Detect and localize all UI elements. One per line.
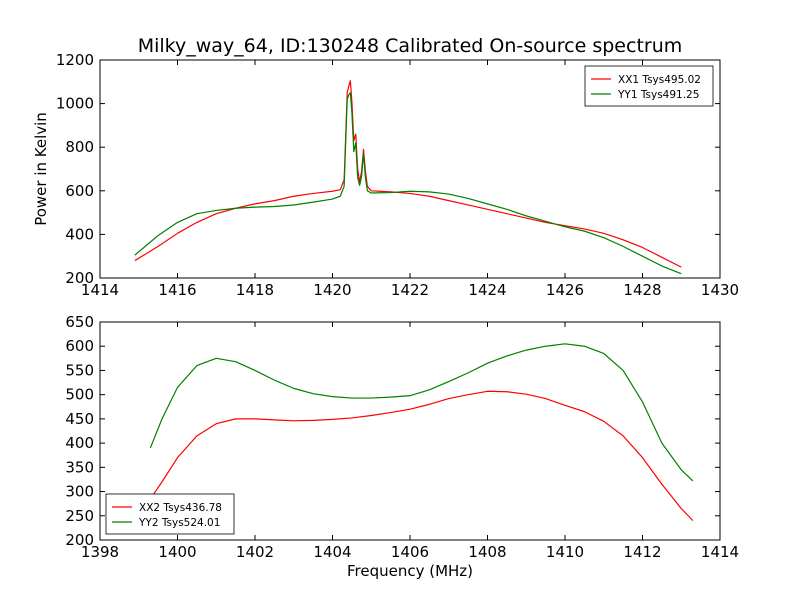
chart-bottom: 1398 1400 1402 1404 1406 1408 1410 1412 1414 200 2… [65, 313, 739, 580]
x-tick-label: 1398 [81, 543, 119, 561]
x-tick-label: 1414 [81, 281, 119, 299]
legend-label-1: XX2 Tsys436.78 [139, 502, 222, 514]
series-line-1 [149, 390, 694, 522]
series-line-2 [149, 343, 694, 482]
x-tick-label: 1400 [158, 543, 196, 561]
y-tick-label: 200 [65, 269, 94, 287]
x-tick-label: 1404 [313, 543, 351, 561]
y-tick-label: 400 [65, 225, 94, 243]
x-tick-label: 1426 [546, 281, 584, 299]
legend-box [584, 65, 714, 107]
legend-box [105, 493, 235, 535]
chart-top: 1414 1416 1418 1420 1422 1424 1426 1428 1430 200 4… [32, 35, 739, 299]
x-tick-label: 1430 [701, 281, 739, 299]
y-tick-label: 500 [65, 386, 94, 404]
x-axis-label: Frequency (MHz) [347, 562, 473, 580]
y-tick-label: 400 [65, 434, 94, 452]
x-tick-label: 1408 [468, 543, 506, 561]
y-tick-label: 300 [65, 483, 94, 501]
chart-title: Milky_way_64, ID:130248 Calibrated On-so… [138, 35, 683, 57]
x-tick-label: 1406 [391, 543, 429, 561]
y-tick-label: 1200 [56, 51, 94, 69]
y-tick-label: 450 [65, 410, 94, 428]
y-tick-label: 550 [65, 361, 94, 379]
x-tick-label: 1416 [158, 281, 196, 299]
x-tick-label: 1402 [236, 543, 274, 561]
y-tick-label: 600 [65, 337, 94, 355]
y-tick-label: 600 [65, 182, 94, 200]
x-tick-label: 1410 [546, 543, 584, 561]
y-tick-label: 350 [65, 458, 94, 476]
x-tick-label: 1412 [623, 543, 661, 561]
x-tick-label: 1424 [468, 281, 506, 299]
x-tick-label: 1428 [623, 281, 661, 299]
x-tick-label: 1414 [701, 543, 739, 561]
x-tick-label: 1418 [236, 281, 274, 299]
y-tick-label: 1000 [56, 95, 94, 113]
y-tick-label: 800 [65, 138, 94, 156]
x-tick-label: 1422 [391, 281, 429, 299]
y-tick-label: 650 [65, 313, 94, 331]
legend: XX1 Tsys495.02 YY1 Tsys491.25 [584, 65, 714, 107]
x-tick-label: 1420 [313, 281, 351, 299]
legend-label-2: YY1 Tsys491.25 [617, 89, 699, 101]
series-line-1 [134, 80, 682, 268]
series-line-2 [134, 92, 682, 275]
y-tick-label: 200 [65, 531, 94, 549]
y-axis-label: Power in Kelvin [32, 112, 50, 226]
legend: XX2 Tsys436.78 YY2 Tsys524.01 [105, 493, 235, 535]
legend-label-2: YY2 Tsys524.01 [138, 517, 220, 529]
legend-label-1: XX1 Tsys495.02 [618, 74, 701, 86]
y-tick-label: 250 [65, 507, 94, 525]
